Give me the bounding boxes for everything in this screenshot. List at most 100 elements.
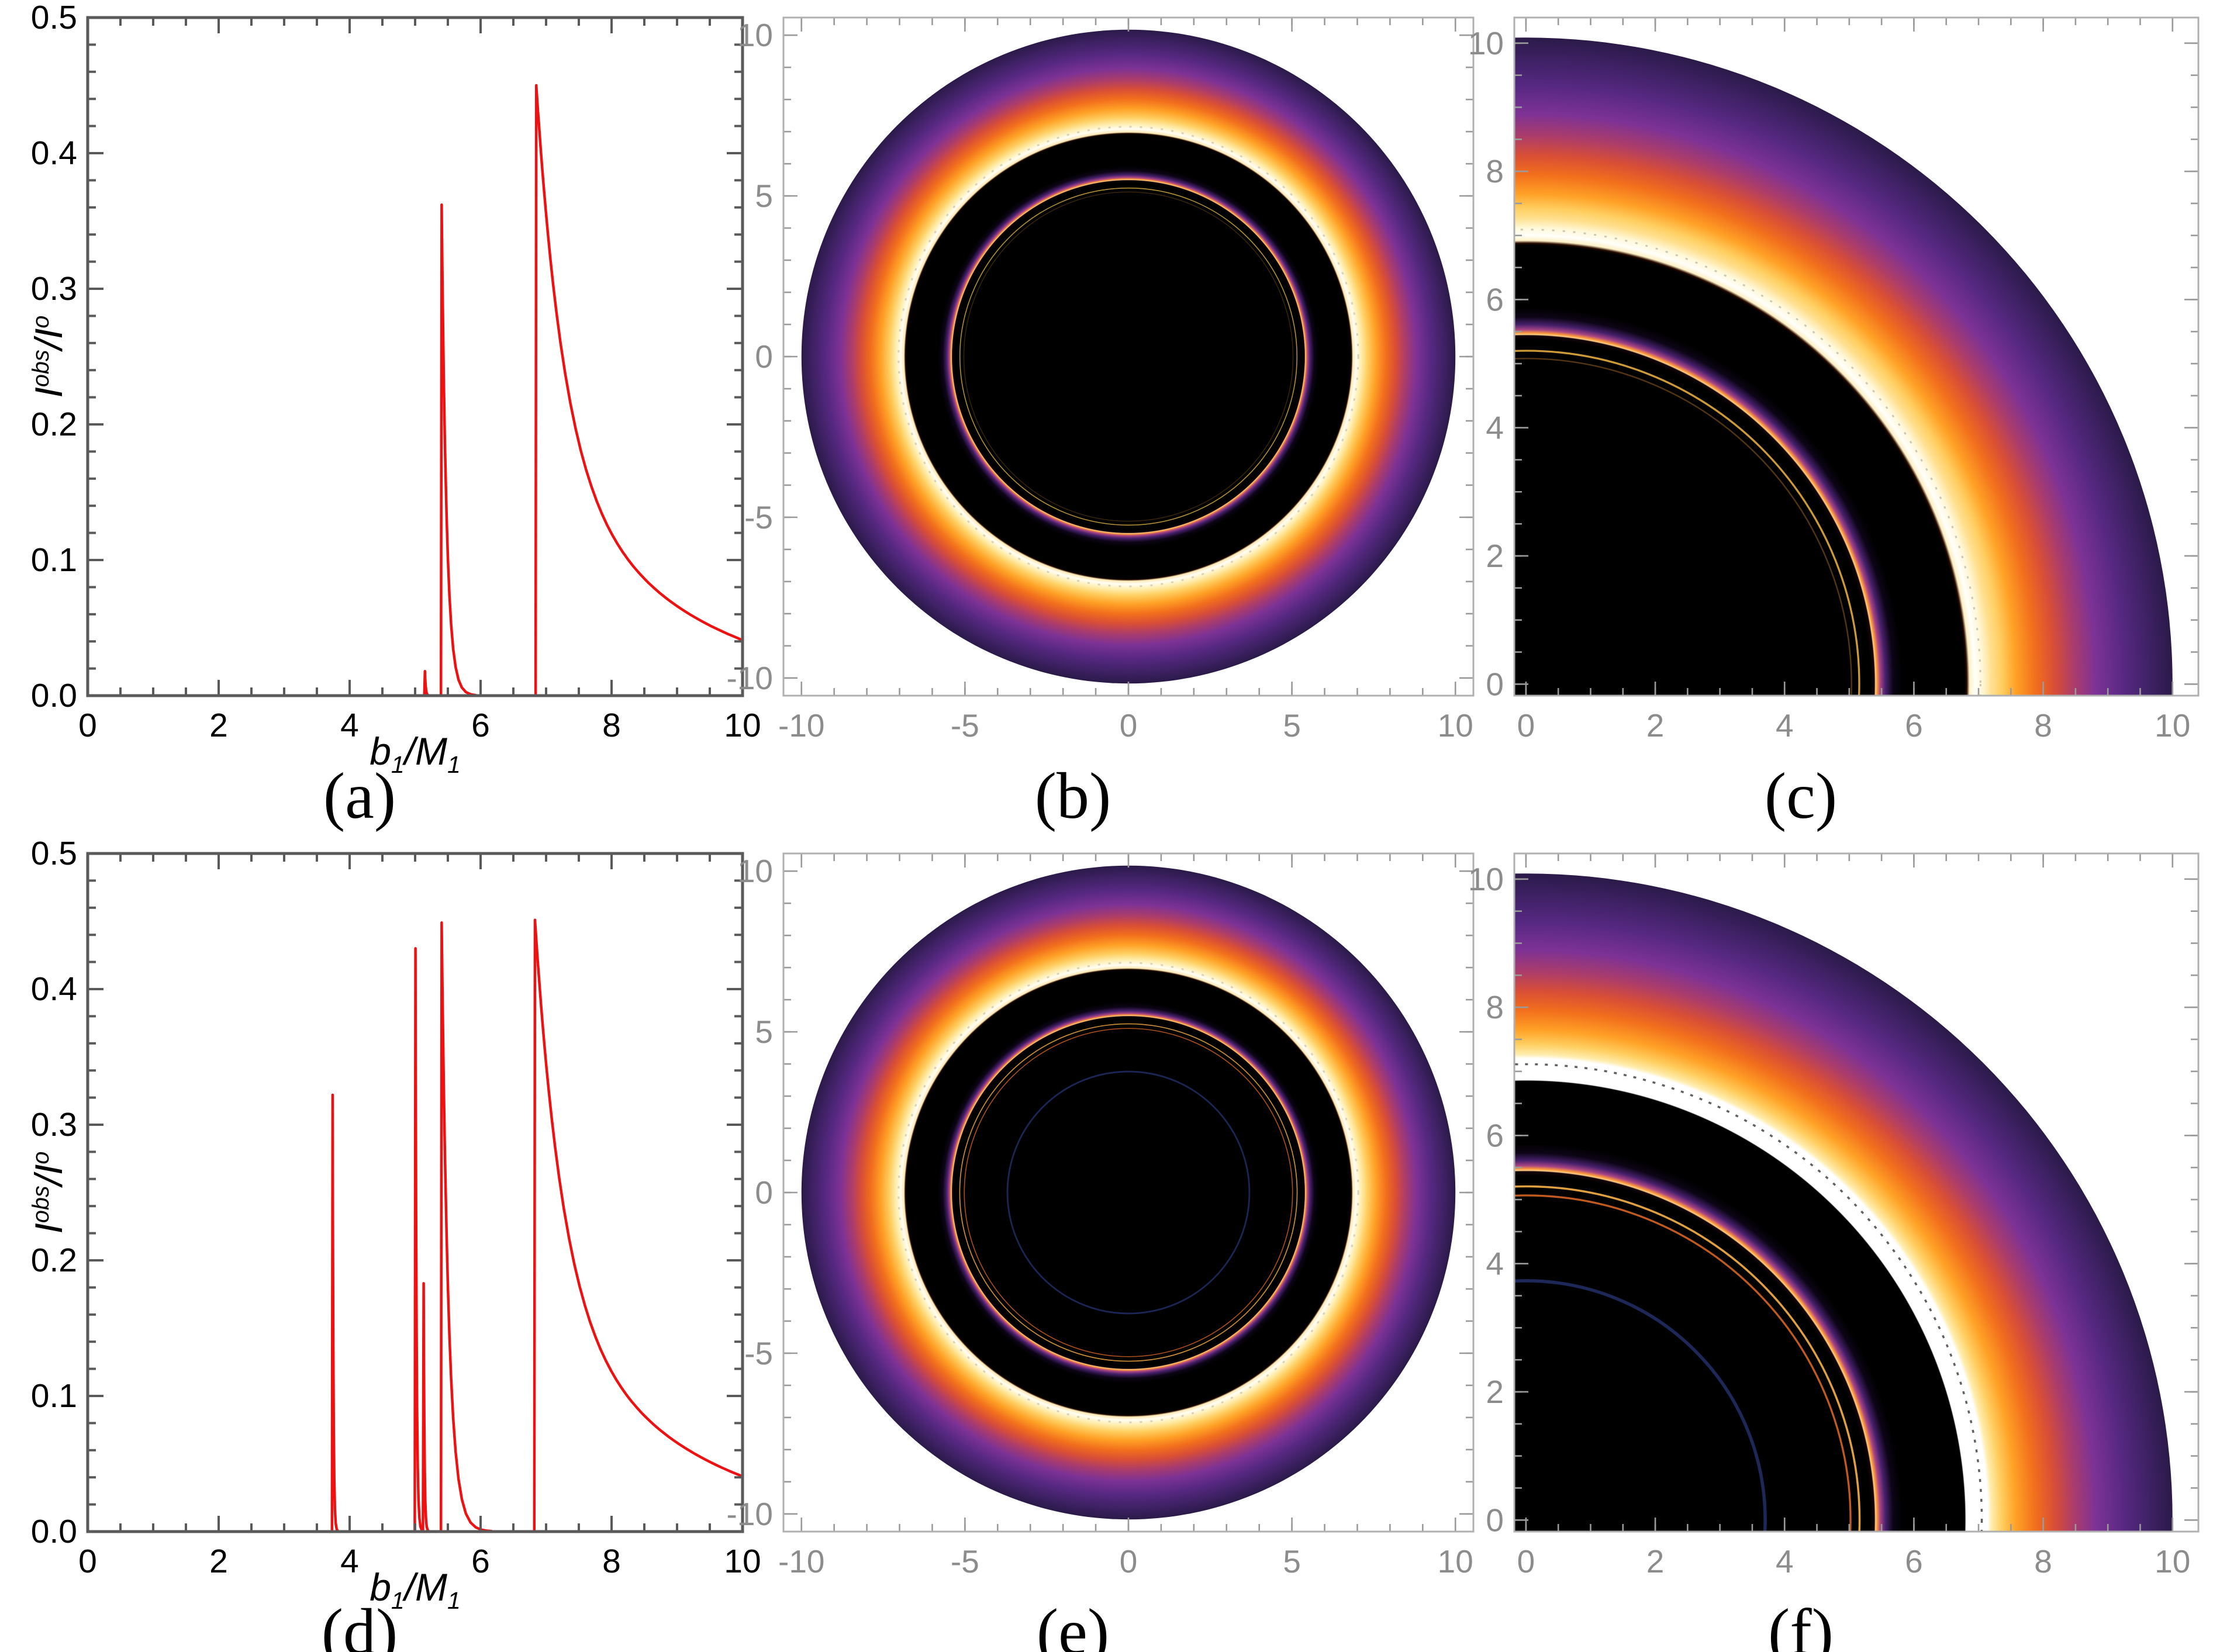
panel-label-e: (e): [1036, 1596, 1110, 1652]
thin-ring-e-0: [959, 1023, 1298, 1362]
svg-text:4: 4: [1486, 1246, 1504, 1282]
svg-text:5: 5: [755, 178, 773, 214]
svg-text:5: 5: [1283, 1543, 1301, 1580]
svg-text:4: 4: [340, 1543, 359, 1580]
svg-text:2: 2: [1646, 1543, 1665, 1580]
thin-ring-b-1: [963, 191, 1294, 522]
svg-text:6: 6: [1905, 1543, 1923, 1580]
svg-text:6: 6: [471, 1543, 490, 1580]
thin-ring-f-0: [1514, 1185, 1861, 1532]
panel-label-f: (f): [1768, 1596, 1834, 1652]
dotted-contour-f: [1514, 1063, 1983, 1532]
svg-text:0.3: 0.3: [31, 1106, 77, 1143]
svg-text:8: 8: [2034, 707, 2052, 744]
svg-text:10: 10: [724, 1543, 761, 1580]
svg-text:5: 5: [1283, 707, 1301, 744]
svg-text:8: 8: [602, 707, 621, 744]
dotted-contour-c: [1514, 229, 1981, 696]
svg-text:10: 10: [2155, 1543, 2190, 1580]
svg-text:0.5: 0.5: [31, 835, 77, 872]
svg-text:0: 0: [1120, 707, 1138, 744]
svg-text:0.4: 0.4: [31, 970, 77, 1008]
thin-ring-c-1: [1514, 358, 1852, 696]
accretion-disk-image-e: [801, 865, 1456, 1520]
svg-text:10: 10: [1468, 25, 1504, 61]
panel-label-c: (c): [1764, 760, 1838, 832]
svg-text:2: 2: [209, 707, 228, 744]
svg-text:10: 10: [737, 17, 773, 53]
svg-text:0.4: 0.4: [31, 134, 77, 172]
svg-text:6: 6: [1905, 707, 1923, 744]
thin-ring-e-1: [964, 1028, 1293, 1357]
svg-text:5: 5: [755, 1014, 773, 1050]
svg-text:10: 10: [1438, 1543, 1473, 1580]
svg-text:0.5: 0.5: [31, 0, 77, 36]
dotted-contour-b: [897, 126, 1359, 587]
thin-ring-f-1: [1514, 1194, 1852, 1532]
accretion-disk-image-f: [1514, 873, 2173, 1532]
accretion-disk-image-b: [801, 29, 1456, 684]
svg-text:4: 4: [340, 707, 359, 744]
svg-text:6: 6: [471, 707, 490, 744]
svg-text:10: 10: [724, 707, 761, 744]
svg-text:2: 2: [1646, 707, 1665, 744]
svg-text:0: 0: [1120, 1543, 1138, 1580]
svg-text:10: 10: [2155, 707, 2190, 744]
svg-text:0: 0: [1517, 1543, 1535, 1580]
x-axis-title-panel-d: b1/M1: [370, 1565, 461, 1615]
svg-text:4: 4: [1486, 410, 1504, 446]
x-axis-title-panel-a: b1/M1: [370, 730, 461, 779]
dotted-contour-e: [897, 962, 1359, 1423]
panel-b-plot: -10 -5 0 5 10 -10 -5 0 5 10: [727, 16, 1475, 744]
svg-text:0.2: 0.2: [31, 1242, 77, 1279]
svg-text:6: 6: [1486, 281, 1504, 317]
svg-text:4: 4: [1776, 707, 1794, 744]
svg-text:-5: -5: [951, 1543, 979, 1580]
svg-text:4: 4: [1776, 1543, 1794, 1580]
svg-text:10: 10: [1438, 707, 1473, 744]
svg-text:8: 8: [602, 1543, 621, 1580]
svg-text:0.2: 0.2: [31, 406, 77, 443]
svg-text:0: 0: [1517, 707, 1535, 744]
svg-text:-10: -10: [727, 660, 774, 696]
svg-text:0.0: 0.0: [31, 1513, 77, 1550]
svg-text:0: 0: [78, 1543, 97, 1580]
thin-ring-e-2: [1006, 1070, 1251, 1315]
svg-text:2: 2: [1486, 1374, 1504, 1410]
panel-c-plot: 0 2 4 6 8 10 0 2 4 6 8 10: [1468, 16, 2200, 744]
svg-text:0.1: 0.1: [31, 541, 77, 579]
thin-ring-f-2: [1514, 1279, 1767, 1532]
svg-text:0: 0: [755, 1174, 773, 1211]
svg-text:0: 0: [1486, 1502, 1504, 1538]
svg-text:-10: -10: [778, 707, 825, 744]
svg-text:10: 10: [737, 853, 773, 889]
svg-text:-5: -5: [951, 707, 979, 744]
intensity-curve-a: [88, 84, 743, 697]
svg-text:8: 8: [1486, 989, 1504, 1025]
panel-label-a: (a): [323, 760, 396, 832]
svg-text:8: 8: [1486, 153, 1504, 189]
svg-text:0.0: 0.0: [31, 677, 77, 714]
accretion-disk-image-c: [1514, 37, 2173, 696]
svg-text:-5: -5: [744, 1335, 773, 1371]
svg-text:8: 8: [2034, 1543, 2052, 1580]
svg-text:2: 2: [209, 1543, 228, 1580]
svg-text:2: 2: [1486, 538, 1504, 574]
thin-ring-c-0: [1514, 350, 1860, 696]
panel-f-plot: 0 2 4 6 8 10 0 2 4 6 8 10: [1468, 852, 2200, 1580]
thin-ring-b-0: [959, 187, 1298, 526]
panel-a-plot: 0 2 4 6 8 10 0.0 0.1 0.2 0.3 0.4 0.5: [31, 0, 761, 744]
panel-e-plot: -10 -5 0 5 10 -10 -5 0 5 10: [727, 852, 1475, 1580]
svg-text:0: 0: [755, 338, 773, 375]
svg-text:0: 0: [1486, 666, 1504, 702]
y-axis-title-panel-a: Iobs/Io: [27, 315, 70, 398]
panel-d-plot: 0 2 4 6 8 10 0.0 0.1 0.2 0.3 0.4 0.5: [31, 835, 761, 1580]
panel-label-d: (d): [321, 1596, 398, 1652]
svg-text:0.1: 0.1: [31, 1377, 77, 1415]
svg-text:6: 6: [1486, 1117, 1504, 1153]
svg-text:10: 10: [1468, 861, 1504, 897]
panel-label-b: (b): [1034, 760, 1111, 832]
svg-text:0.3: 0.3: [31, 270, 77, 307]
